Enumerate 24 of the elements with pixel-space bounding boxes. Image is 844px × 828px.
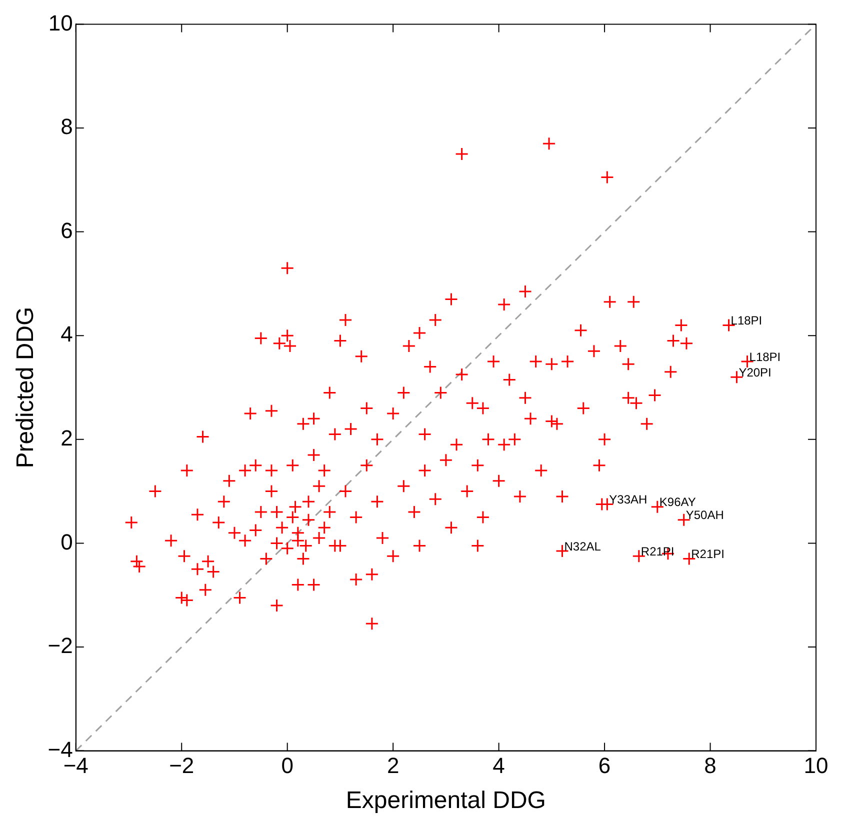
y-tick-label: 0: [60, 529, 73, 554]
annotation: Y33AH: [609, 492, 648, 507]
y-tick-label: −2: [48, 633, 73, 658]
annotation: L18PI: [749, 350, 781, 364]
x-tick-label: 10: [804, 753, 828, 778]
x-tick-label: 8: [704, 753, 716, 778]
y-tick-label: 10: [48, 10, 73, 36]
x-tick-label: 6: [598, 753, 611, 778]
x-tick-label: −2: [169, 753, 194, 778]
y-tick-label: 2: [60, 425, 73, 450]
x-tick-label: 2: [386, 753, 400, 778]
annotation: K96AY: [659, 495, 696, 510]
annotation: Y20PI: [738, 365, 772, 380]
x-tick-label: 4: [492, 753, 505, 778]
y-tick-label: 6: [60, 218, 73, 243]
annotation: Y50AH: [686, 508, 724, 522]
annotation: N32AL: [564, 539, 602, 554]
y-axis-title: Predicted DDG: [12, 306, 40, 468]
y-tick-label: 4: [60, 322, 73, 347]
x-tick-label: 0: [281, 753, 294, 778]
annotation: R21PI: [691, 547, 724, 562]
x-axis-title: Experimental DDG: [346, 787, 546, 814]
y-tick-label: 8: [60, 114, 73, 140]
annotation: L18PI: [730, 314, 762, 328]
